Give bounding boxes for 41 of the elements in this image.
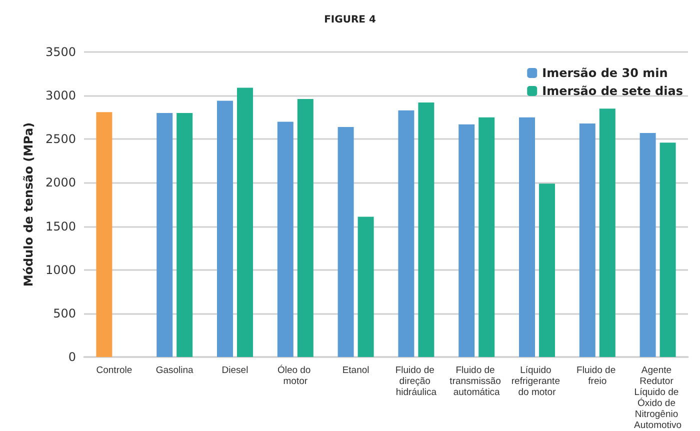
bar bbox=[277, 122, 294, 357]
x-tick-label: Líquido refrigerante do motor bbox=[511, 365, 563, 398]
bar bbox=[237, 88, 253, 357]
x-tick-label: Óleo do motor bbox=[277, 364, 314, 387]
chart-title: FIGURE 4 bbox=[324, 14, 376, 26]
bar bbox=[297, 99, 314, 357]
legend-label: Imersão de 30 min bbox=[542, 66, 668, 80]
y-tick-label: 3500 bbox=[45, 45, 76, 59]
x-tick-label: Diesel bbox=[222, 365, 248, 376]
bar bbox=[519, 117, 535, 357]
y-tick-label: 1000 bbox=[45, 262, 76, 277]
x-tick-label: Agente Redutor Líquido de Óxido de Nitrogênio Automotivo bbox=[634, 365, 682, 431]
bar bbox=[640, 133, 656, 357]
bar bbox=[156, 113, 173, 357]
legend-label: Imersão de sete dias bbox=[542, 84, 684, 98]
y-tick-label: 2500 bbox=[45, 132, 76, 146]
bar bbox=[599, 108, 616, 357]
x-tick-label: Fluido de transmissão automática bbox=[450, 365, 504, 398]
bar bbox=[579, 123, 596, 357]
bar bbox=[338, 126, 354, 357]
bar bbox=[458, 124, 475, 357]
bar bbox=[539, 184, 555, 357]
x-tick-label: Controle bbox=[96, 365, 132, 376]
bar bbox=[478, 117, 495, 357]
y-tick-label: 0 bbox=[68, 350, 76, 364]
bar bbox=[96, 112, 112, 357]
bar bbox=[358, 216, 374, 357]
x-tick-label: Fluido de direção hidráulica bbox=[395, 365, 438, 398]
y-tick-label: 500 bbox=[53, 306, 76, 320]
bar bbox=[217, 100, 233, 357]
x-tick-label: Etanol bbox=[342, 365, 370, 376]
y-tick-label: 2000 bbox=[45, 176, 76, 190]
bar bbox=[398, 110, 414, 357]
bar bbox=[176, 113, 193, 357]
y-tick-label: 3000 bbox=[45, 88, 76, 103]
x-tick-label: Fluido de freio bbox=[576, 365, 618, 387]
y-tick-label: 1500 bbox=[45, 219, 76, 234]
bar bbox=[418, 102, 434, 357]
x-tick-label: Gasolina bbox=[156, 365, 194, 376]
bar bbox=[660, 142, 676, 357]
y-axis-title: Módulo de tensão (MPa) bbox=[22, 122, 36, 287]
